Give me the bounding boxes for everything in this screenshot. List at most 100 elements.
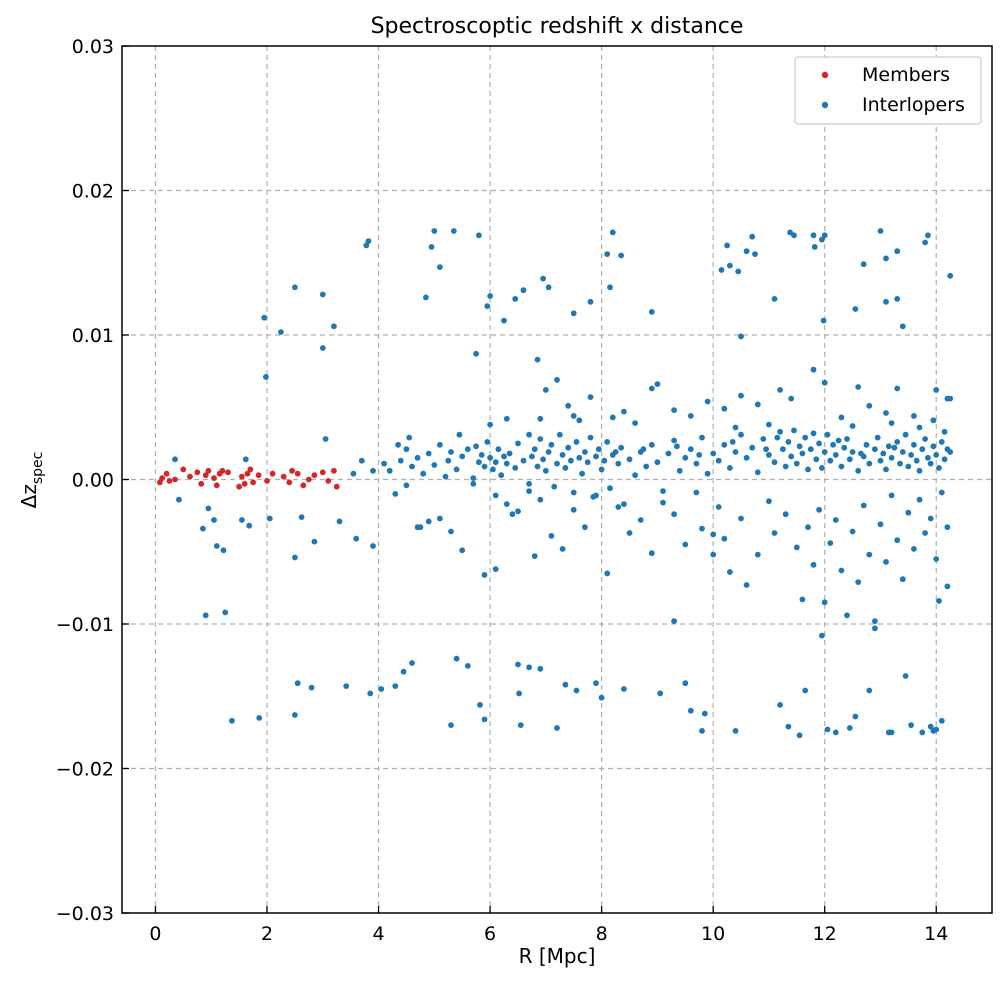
point-interlopers xyxy=(877,228,884,234)
point-interlopers xyxy=(476,459,482,466)
point-interlopers xyxy=(872,618,878,624)
point-interlopers xyxy=(481,572,488,578)
point-interlopers xyxy=(704,398,711,405)
point-interlopers xyxy=(922,239,928,246)
point-interlopers xyxy=(512,465,519,471)
point-interlopers xyxy=(941,456,948,463)
point-interlopers xyxy=(648,441,655,448)
point-interlopers xyxy=(766,452,772,458)
point-interlopers xyxy=(827,540,834,546)
point-interlopers xyxy=(621,501,627,507)
point-interlopers xyxy=(820,317,827,324)
point-interlopers xyxy=(365,238,372,245)
point-interlopers xyxy=(919,729,926,736)
point-interlopers xyxy=(534,356,541,363)
point-interlopers xyxy=(933,556,940,562)
point-interlopers xyxy=(609,229,616,236)
x-tick-label: 12 xyxy=(813,923,837,945)
point-interlopers xyxy=(640,446,647,453)
point-interlopers xyxy=(897,460,903,467)
point-members xyxy=(333,483,340,490)
point-interlopers xyxy=(754,401,761,408)
point-interlopers xyxy=(358,457,365,464)
point-interlopers xyxy=(888,729,895,736)
point-interlopers xyxy=(515,508,521,515)
point-interlopers xyxy=(771,530,778,536)
point-members xyxy=(305,476,312,483)
point-interlopers xyxy=(941,428,948,435)
point-interlopers xyxy=(866,551,873,558)
point-interlopers xyxy=(799,450,806,457)
point-members xyxy=(247,466,254,473)
point-interlopers xyxy=(598,466,605,473)
point-interlopers xyxy=(911,413,917,419)
point-interlopers xyxy=(292,554,298,561)
point-interlopers xyxy=(570,489,577,496)
point-interlopers xyxy=(807,446,814,453)
point-interlopers xyxy=(529,453,535,460)
point-interlopers xyxy=(565,444,572,451)
point-interlopers xyxy=(754,551,761,558)
point-interlopers xyxy=(732,728,739,734)
point-interlopers xyxy=(492,459,499,466)
point-interlopers xyxy=(872,625,878,632)
point-interlopers xyxy=(813,456,820,463)
point-interlopers xyxy=(395,441,401,448)
point-interlopers xyxy=(420,470,427,477)
point-interlopers xyxy=(637,517,644,523)
point-interlopers xyxy=(832,452,839,458)
y-tick-label: 0.02 xyxy=(72,181,114,203)
point-interlopers xyxy=(816,440,822,447)
point-interlopers xyxy=(562,681,569,688)
point-interlopers xyxy=(442,473,449,480)
point-interlopers xyxy=(477,702,483,708)
point-interlopers xyxy=(453,466,460,473)
point-interlopers xyxy=(927,515,934,522)
point-interlopers xyxy=(660,499,666,506)
point-interlopers xyxy=(205,505,212,512)
point-interlopers xyxy=(654,381,661,387)
point-interlopers xyxy=(841,444,848,451)
point-interlopers xyxy=(743,454,750,461)
x-tick-label: 14 xyxy=(924,923,948,945)
point-interlopers xyxy=(542,467,549,474)
point-interlopers xyxy=(919,446,926,453)
point-interlopers xyxy=(531,553,538,559)
point-interlopers xyxy=(760,436,767,442)
point-interlopers xyxy=(261,314,268,321)
point-interlopers xyxy=(200,525,206,532)
point-interlopers xyxy=(944,395,951,402)
point-interlopers xyxy=(687,707,694,714)
point-interlopers xyxy=(925,232,931,239)
point-interlopers xyxy=(239,517,245,523)
point-interlopers xyxy=(699,525,705,532)
point-interlopers xyxy=(298,514,305,520)
point-interlopers xyxy=(682,541,689,548)
point-interlopers xyxy=(490,466,496,473)
point-interlopers xyxy=(710,450,717,457)
point-interlopers xyxy=(866,402,873,409)
x-tick-label: 6 xyxy=(484,923,496,945)
point-interlopers xyxy=(537,665,544,672)
point-interlopers xyxy=(607,284,613,291)
point-interlopers xyxy=(370,467,376,474)
point-interlopers xyxy=(866,460,873,467)
point-interlopers xyxy=(899,449,906,455)
point-interlopers xyxy=(516,690,522,697)
point-interlopers xyxy=(484,303,491,309)
point-interlopers xyxy=(771,459,778,466)
y-axis-label-subscript: spec xyxy=(30,452,46,485)
point-interlopers xyxy=(846,725,853,731)
point-interlopers xyxy=(437,515,443,522)
point-members xyxy=(157,479,163,486)
point-interlopers xyxy=(520,457,527,464)
point-interlopers xyxy=(517,722,524,728)
point-interlopers xyxy=(545,449,552,455)
point-interlopers xyxy=(615,460,622,467)
point-members xyxy=(244,470,251,477)
point-interlopers xyxy=(322,436,329,442)
point-interlopers xyxy=(908,452,914,458)
point-interlopers xyxy=(687,446,694,453)
point-interlopers xyxy=(593,492,599,499)
